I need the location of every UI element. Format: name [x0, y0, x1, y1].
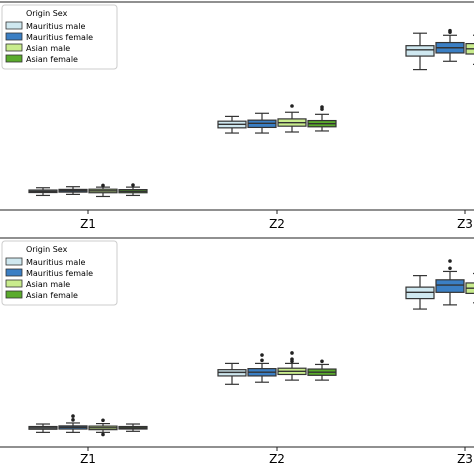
- x-tick-label: Z2: [269, 452, 285, 466]
- chart-panel-top: Z1 Z2 Z3 Origin Sex Mauritius male Mauritius …: [0, 1, 474, 231]
- outlier-point: [131, 183, 135, 187]
- outlier-point: [101, 418, 105, 423]
- box-asian-female-z2: [307, 359, 337, 381]
- x-tick-label: Z3: [457, 217, 473, 231]
- outlier-point: [101, 432, 105, 437]
- outlier-point: [320, 105, 324, 109]
- outlier-point: [448, 259, 452, 263]
- legend: Origin Sex Mauritius male Mauritius female…: [1, 240, 118, 306]
- outlier-point: [290, 351, 294, 355]
- legend-entry: Asian female: [26, 291, 78, 300]
- x-tick-label: Z2: [269, 217, 285, 231]
- x-tick-label: Z1: [80, 217, 96, 231]
- outlier-point: [260, 358, 264, 363]
- axes-frame: [0, 237, 474, 448]
- box-asian-male-z2: [277, 104, 307, 133]
- legend-swatch: [5, 21, 23, 30]
- legend-frame: [1, 4, 118, 70]
- legend-entry: Asian male: [26, 280, 70, 289]
- box-mauritius-male-z2: [217, 115, 247, 134]
- legend-swatch: [5, 32, 23, 41]
- legend-entry: Mauritius female: [26, 33, 93, 42]
- chart-panel-bottom: Z1 Z2 Z3 Origin Sex Mauritius male Mauritius …: [0, 237, 474, 466]
- box-asian-female-z2: [307, 105, 337, 132]
- outlier-point: [448, 266, 452, 271]
- outlier-point: [448, 28, 452, 33]
- box-asian-female-z1: [118, 183, 148, 197]
- legend-title: Origin Sex: [26, 9, 68, 18]
- box-asian-female-z1: [118, 423, 148, 432]
- box-mauritius-female-z2: [247, 112, 277, 134]
- box-mauritius-male-z1: [28, 187, 58, 197]
- x-tick-label: Z1: [80, 452, 96, 466]
- legend-swatch: [5, 268, 23, 277]
- box-mauritius-female-z3: [435, 259, 465, 306]
- box-mauritius-male-z3: [405, 32, 435, 71]
- box-asian-male-z3: [465, 272, 474, 304]
- legend-entry: Mauritius male: [26, 22, 85, 31]
- outlier-point: [101, 183, 105, 188]
- outlier-point: [320, 359, 324, 364]
- legend-entry: Asian male: [26, 44, 70, 53]
- box-asian-male-z1: [88, 183, 118, 198]
- box-asian-male-z3: [465, 34, 474, 66]
- box-asian-male-z1: [88, 418, 118, 437]
- box-mauritius-female-z1: [58, 186, 88, 195]
- legend-swatch: [5, 290, 23, 299]
- legend-swatch: [5, 279, 23, 288]
- box-mauritius-female-z2: [247, 353, 277, 383]
- box-mauritius-male-z2: [217, 362, 247, 385]
- legend-frame: [1, 240, 118, 306]
- box-mauritius-female-z3: [435, 28, 465, 62]
- axes-frame: [0, 1, 474, 211]
- outlier-point: [71, 414, 75, 418]
- box-mauritius-female-z1: [58, 414, 88, 433]
- outlier-point: [260, 353, 264, 357]
- box-asian-male-z2: [277, 351, 307, 381]
- legend-title: Origin Sex: [26, 245, 68, 254]
- legend-entry: Asian female: [26, 55, 78, 64]
- outlier-point: [290, 104, 294, 108]
- legend-swatch: [5, 43, 23, 52]
- legend-entry: Mauritius male: [26, 258, 85, 267]
- box-mauritius-male-z1: [28, 423, 58, 433]
- box-mauritius-male-z3: [405, 275, 435, 310]
- outlier-point: [71, 418, 75, 422]
- legend-entry: Mauritius female: [26, 269, 93, 278]
- legend-swatch: [5, 54, 23, 63]
- box-body: [405, 45, 435, 57]
- legend: Origin Sex Mauritius male Mauritius female…: [1, 4, 118, 70]
- x-tick-label: Z3: [457, 452, 473, 466]
- outlier-point: [290, 357, 294, 362]
- box-body: [435, 279, 465, 293]
- legend-swatch: [5, 257, 23, 266]
